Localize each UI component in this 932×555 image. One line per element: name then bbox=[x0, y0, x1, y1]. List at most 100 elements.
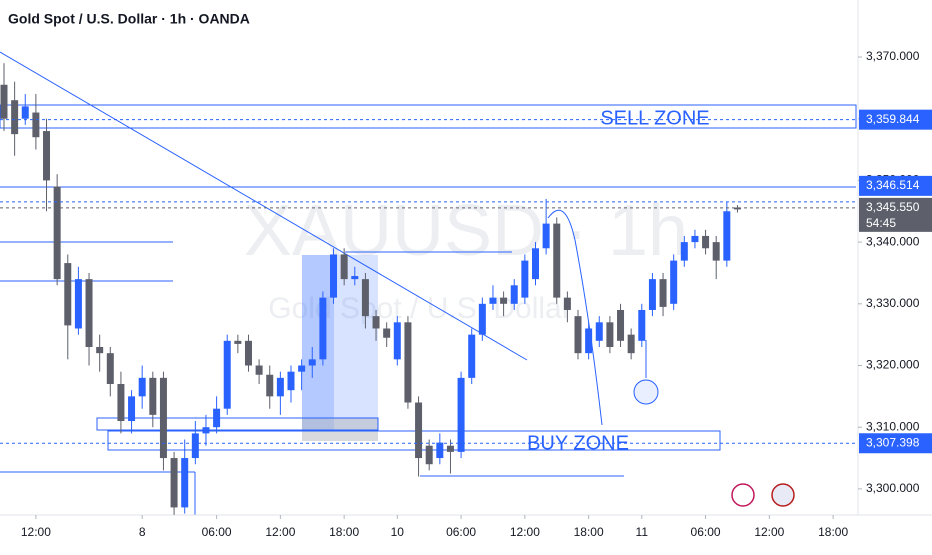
x-tick-label: 11 bbox=[636, 525, 649, 539]
candle-body bbox=[563, 297, 571, 310]
candle-body bbox=[723, 211, 731, 261]
x-tick-label: 12:00 bbox=[21, 525, 51, 539]
price-label: 3,345.550 bbox=[866, 200, 920, 214]
y-tick-label: 3,330.000 bbox=[866, 296, 920, 310]
x-tick-label: 12:00 bbox=[754, 525, 784, 539]
x-tick-label: 18:00 bbox=[329, 525, 359, 539]
candle-body bbox=[372, 316, 380, 329]
price-label: 3,346.514 bbox=[866, 178, 920, 192]
x-tick-label: 8 bbox=[139, 525, 146, 539]
candle-body bbox=[117, 384, 125, 422]
candle-body bbox=[393, 322, 401, 360]
candle-body bbox=[255, 365, 263, 375]
candle-body bbox=[585, 328, 593, 354]
candle-body bbox=[106, 353, 114, 385]
candle-body bbox=[170, 458, 178, 508]
x-tick-label: 12:00 bbox=[510, 525, 540, 539]
y-tick-label: 3,310.000 bbox=[866, 419, 920, 433]
candle-body bbox=[351, 276, 359, 280]
chart-title: Gold Spot / U.S. Dollar · 1h · OANDA bbox=[8, 11, 250, 27]
candle-body bbox=[648, 279, 656, 310]
candle-body bbox=[574, 316, 582, 354]
candle-body bbox=[32, 112, 40, 138]
candle-body bbox=[138, 377, 146, 397]
y-tick-label: 3,370.000 bbox=[866, 49, 920, 63]
candle-body bbox=[191, 433, 199, 459]
x-tick-label: 12:00 bbox=[265, 525, 295, 539]
x-tick-label: 06:00 bbox=[202, 525, 232, 539]
candle-body bbox=[330, 254, 338, 298]
candle-body bbox=[308, 359, 316, 366]
candle-body bbox=[733, 207, 741, 210]
x-tick-label: 06:00 bbox=[691, 525, 721, 539]
candle-body bbox=[415, 402, 423, 459]
price-label: 3,359.844 bbox=[866, 112, 920, 126]
candle-body bbox=[0, 84, 8, 119]
candle-body bbox=[149, 377, 157, 415]
candle-body bbox=[521, 260, 529, 298]
candle-body bbox=[128, 396, 136, 422]
price-label: 3,307.398 bbox=[866, 435, 920, 449]
candle-body bbox=[595, 322, 603, 341]
candle-body bbox=[244, 340, 252, 366]
y-tick-label: 3,340.000 bbox=[866, 234, 920, 248]
flag-icon[interactable] bbox=[771, 483, 795, 507]
candle-body bbox=[691, 235, 699, 243]
candle-body bbox=[670, 260, 678, 304]
x-tick-label: 10 bbox=[391, 525, 405, 539]
candle-body bbox=[287, 371, 295, 391]
watermark: XAUUSD · 1h bbox=[244, 191, 688, 271]
candle-body bbox=[680, 242, 688, 261]
x-tick-label: 06:00 bbox=[446, 525, 476, 539]
candle-body bbox=[606, 322, 614, 347]
candle-body bbox=[43, 131, 51, 181]
candle-body bbox=[85, 279, 93, 347]
candle-body bbox=[531, 248, 539, 280]
price-label-box bbox=[859, 175, 932, 196]
candle-body bbox=[319, 297, 327, 360]
candle-body bbox=[64, 263, 72, 326]
countdown-label: 54:45 bbox=[866, 216, 896, 230]
candle-body bbox=[340, 254, 348, 280]
x-tick-label: 18:00 bbox=[574, 525, 604, 539]
candle-body bbox=[11, 100, 19, 135]
candle-body bbox=[617, 309, 625, 341]
candle-body bbox=[478, 303, 486, 335]
candle-body bbox=[404, 322, 412, 403]
candle-body bbox=[21, 106, 29, 119]
candle-body bbox=[213, 408, 221, 428]
candle-body bbox=[361, 279, 369, 317]
candle-body bbox=[276, 377, 284, 397]
candle-body bbox=[266, 374, 274, 397]
candle-body bbox=[446, 445, 454, 452]
candle-body bbox=[627, 334, 635, 354]
candle-body bbox=[159, 377, 167, 459]
candle-body bbox=[425, 445, 433, 465]
candle-body bbox=[542, 223, 550, 249]
candle-body bbox=[457, 377, 465, 452]
candle-body bbox=[298, 365, 306, 372]
candle-body bbox=[468, 334, 476, 378]
candle-body bbox=[202, 427, 210, 434]
event-icon[interactable] bbox=[731, 483, 755, 507]
candle-body bbox=[223, 340, 231, 409]
candle-body bbox=[234, 340, 242, 344]
x-tick-label: 18:00 bbox=[818, 525, 848, 539]
candle-body bbox=[712, 242, 720, 261]
candle-body bbox=[489, 297, 497, 304]
candle-body bbox=[74, 279, 82, 329]
candle-body bbox=[96, 346, 104, 354]
candle-body bbox=[638, 309, 646, 341]
candle-body bbox=[659, 279, 667, 307]
candle-body bbox=[702, 235, 710, 249]
price-label-box bbox=[859, 197, 932, 232]
sell-zone-label: SELL ZONE bbox=[600, 107, 709, 129]
y-tick-label: 3,300.000 bbox=[866, 481, 920, 495]
candle-body bbox=[181, 458, 189, 508]
y-tick-label: 3,320.000 bbox=[866, 358, 920, 372]
candle-body bbox=[500, 297, 508, 304]
candle-body bbox=[53, 186, 61, 280]
price-label-box bbox=[859, 109, 932, 130]
